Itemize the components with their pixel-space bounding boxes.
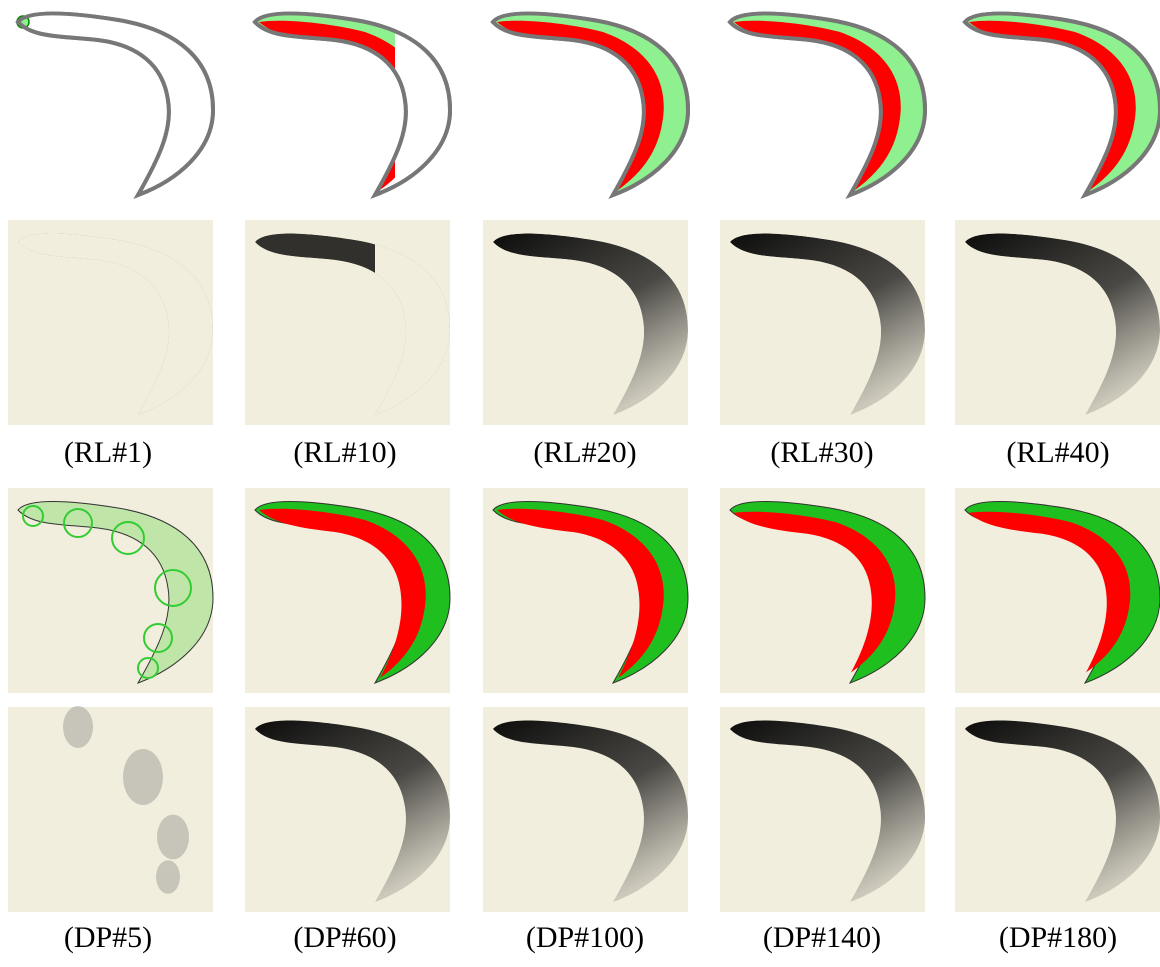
tile	[720, 220, 925, 425]
caption: (DP#60)	[293, 921, 396, 954]
faint-stroke	[156, 860, 180, 894]
faint-stroke	[63, 706, 93, 748]
figure: (RL#1) (RL#10) (RL#20) (RL#30) (RL#40) (…	[0, 0, 1160, 962]
tile	[720, 0, 930, 205]
caption: (RL#40)	[1006, 436, 1109, 469]
fill-region	[8, 0, 233, 205]
tile	[483, 0, 693, 205]
caption: (DP#5)	[64, 921, 152, 954]
tile	[245, 707, 450, 912]
caption: (RL#20)	[533, 436, 636, 469]
tile	[955, 707, 1160, 912]
caption: (RL#1)	[64, 436, 152, 469]
caption: (RL#30)	[770, 436, 873, 469]
tile	[483, 707, 688, 912]
faint-stroke	[157, 815, 189, 860]
caption: (RL#10)	[293, 436, 396, 469]
fill-region	[955, 0, 1160, 205]
caption: (DP#100)	[526, 921, 644, 954]
tile	[8, 706, 213, 912]
tile	[8, 220, 213, 425]
fill-region	[720, 0, 930, 205]
tile	[8, 0, 233, 205]
tile	[720, 707, 925, 912]
tile	[245, 488, 450, 693]
tile	[720, 488, 925, 693]
tile	[955, 488, 1160, 693]
faint-stroke	[123, 749, 163, 805]
tile	[483, 488, 688, 693]
tile	[955, 0, 1160, 205]
green-fill	[8, 0, 28, 60]
tile	[483, 220, 688, 425]
fill-region	[483, 0, 693, 205]
paper	[8, 707, 213, 912]
caption: (DP#180)	[999, 921, 1117, 954]
mask	[28, 0, 233, 205]
tile	[955, 220, 1160, 425]
caption: (DP#140)	[763, 921, 881, 954]
tile	[8, 488, 213, 693]
